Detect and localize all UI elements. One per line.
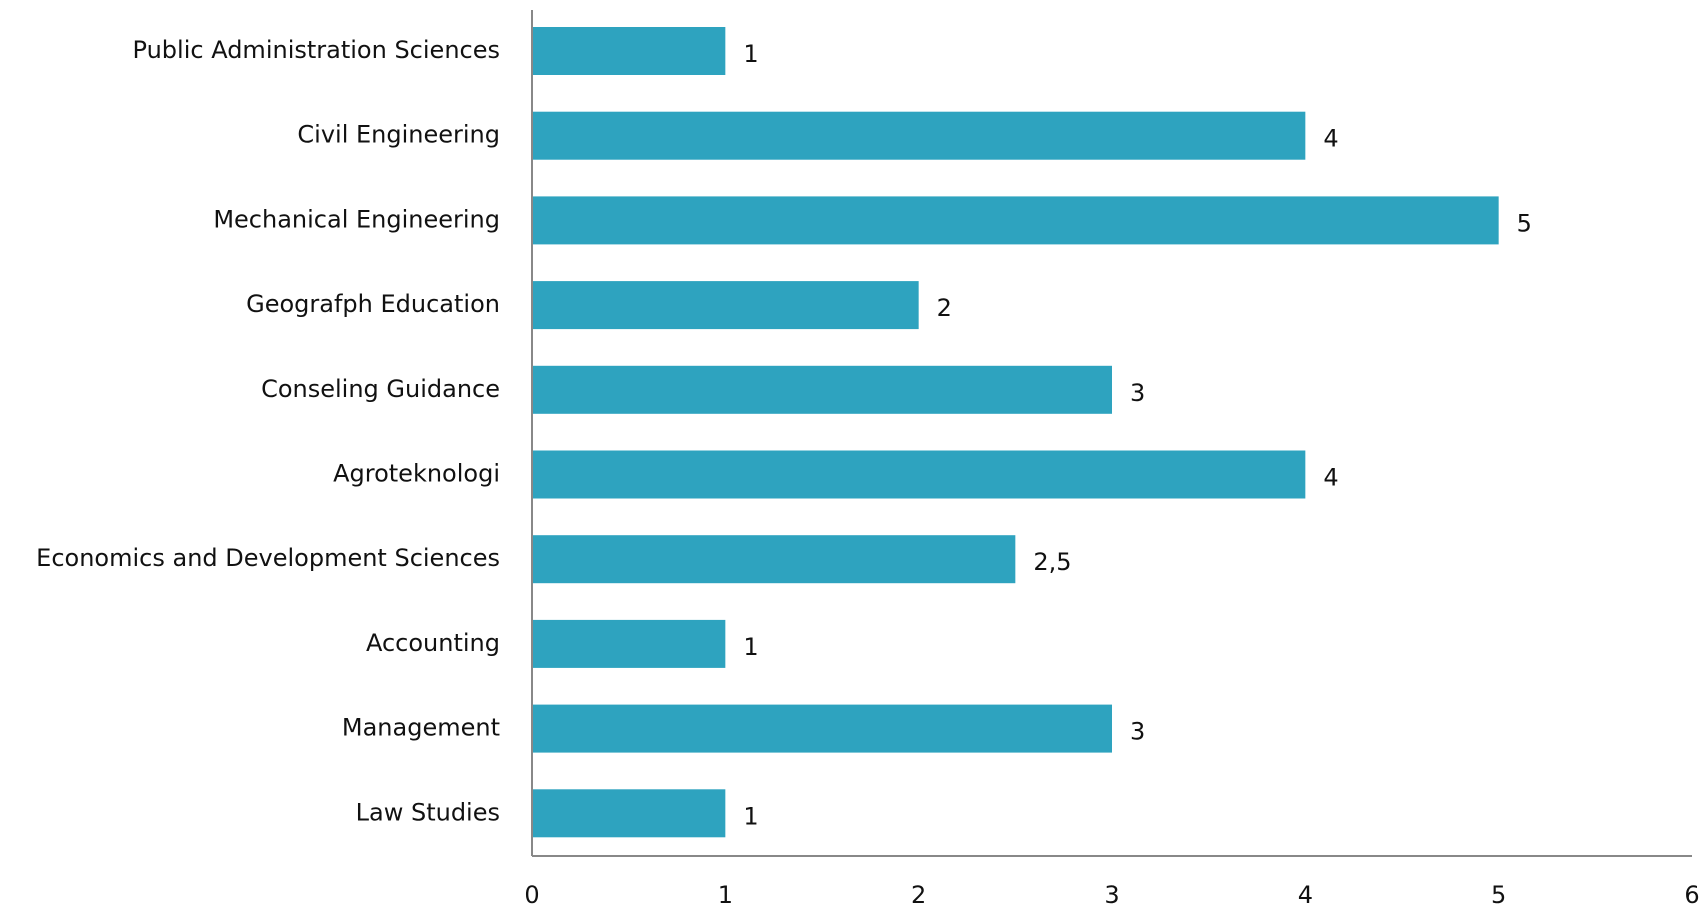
x-tick-label: 2 — [911, 881, 926, 906]
x-tick-label: 0 — [524, 881, 539, 906]
x-tick-label: 3 — [1104, 881, 1119, 906]
bar — [532, 281, 919, 330]
category-label: Agroteknologi — [333, 460, 500, 488]
data-label: 1 — [743, 40, 758, 68]
data-label: 4 — [1323, 464, 1338, 492]
category-label: Public Administration Sciences — [133, 36, 500, 64]
data-label: 3 — [1130, 718, 1145, 746]
bar — [532, 196, 1499, 245]
data-label: 2,5 — [1033, 548, 1071, 576]
category-label: Economics and Development Sciences — [36, 544, 500, 572]
bars-group — [532, 27, 1499, 838]
data-label: 1 — [743, 802, 758, 830]
bar — [532, 535, 1016, 584]
category-label: Management — [342, 714, 500, 742]
bar — [532, 704, 1112, 753]
bar — [532, 619, 726, 668]
x-tick-label: 6 — [1684, 881, 1699, 906]
data-label: 2 — [937, 294, 952, 322]
x-tick-label: 1 — [718, 881, 733, 906]
x-tick-label: 4 — [1298, 881, 1313, 906]
data-label: 1 — [743, 633, 758, 661]
bar — [532, 111, 1306, 160]
category-label: Mechanical Engineering — [213, 205, 500, 233]
value-labels: 1 4 5 2 3 4 2,5 1 3 1 — [743, 40, 1532, 830]
category-label: Conseling Guidance — [261, 375, 500, 403]
category-label: Law Studies — [356, 798, 500, 826]
category-label: Civil Engineering — [297, 121, 500, 149]
data-label: 5 — [1517, 209, 1532, 237]
bar — [532, 365, 1112, 414]
data-label: 4 — [1323, 125, 1338, 153]
bar — [532, 27, 726, 75]
category-label: Geografph Education — [246, 290, 500, 318]
x-tick-label: 5 — [1491, 881, 1506, 906]
category-labels: Public Administration Sciences Civil Engi… — [36, 36, 500, 826]
x-axis-ticks: 0 1 2 3 4 5 6 — [524, 881, 1699, 906]
bar — [532, 450, 1306, 499]
data-label: 3 — [1130, 379, 1145, 407]
bar — [532, 789, 726, 838]
category-label: Accounting — [366, 629, 500, 657]
